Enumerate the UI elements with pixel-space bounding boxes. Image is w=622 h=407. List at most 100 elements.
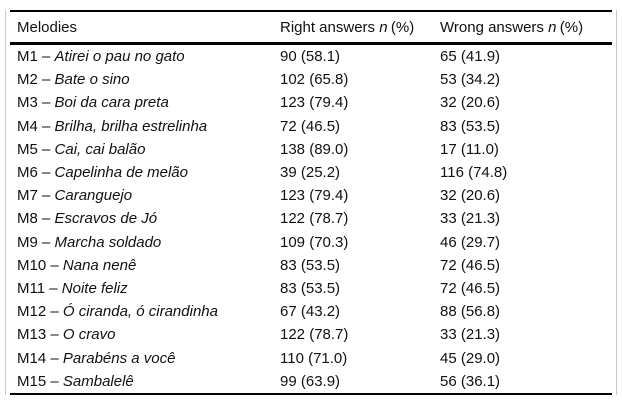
melody-answers-table-frame: Melodies Right answers n (%) Wrong answers… [5,10,617,395]
wrong-answers-cell: 32 (20.6) [440,187,501,205]
wrong-answers-cell: 17 (11.0) [440,140,499,158]
wrong-answers-cell: 32 (20.6) [440,94,501,112]
column-header-right-answers: Right answers n (%) [280,11,440,45]
table-row: M12 – Ó ciranda, ó cirandinha 67 (43.2) 88 … [10,300,612,323]
melody-name: Sambalelê [62,372,134,390]
right-answers-cell: 83 (53.5) [280,279,341,297]
melody-id: M15 – [17,372,59,390]
table-header: Melodies Right answers n (%) Wrong answers… [10,11,612,45]
melody-name: Escravos de Jó [54,210,158,228]
melody-cell: M5 – Cai, cai balão [10,138,280,161]
wrong-answers-cell: 65 (41.9) [440,48,501,66]
wrong-answers-cell: 45 (29.0) [440,349,501,367]
melody-cell: M13 – O cravo [10,323,280,346]
wrong-answers-cell: 116 (74.8) [440,164,508,182]
melody-answers-table: Melodies Right answers n (%) Wrong answers… [10,10,612,395]
melody-name: Bate o sino [54,71,130,89]
right-answers-cell: 99 (63.9) [280,372,341,390]
melody-name: Nana nenê [62,256,137,274]
table-row: M1 – Atirei o pau no gato 90 (58.1) 65 (41.… [10,44,612,69]
melody-id: M14 – [17,349,59,367]
header-row: Melodies Right answers n (%) Wrong answers… [10,11,612,45]
melody-cell: M4 – Brilha, brilha estrelinha [10,115,280,138]
melody-cell: M10 – Nana nenê [10,254,280,277]
right-answers-cell: 110 (71.0) [280,349,348,367]
melody-name: O cravo [62,326,116,344]
melody-id: M11 – [17,279,58,297]
right-answers-cell: 72 (46.5) [280,117,341,135]
melody-name: Marcha soldado [54,233,162,251]
right-answers-cell: 123 (79.4) [280,94,349,112]
table-row: M3 – Boi da cara preta 123 (79.4) 32 (20.6) [10,91,612,114]
table-body: M1 – Atirei o pau no gato 90 (58.1) 65 (41.… [10,44,612,394]
melodies-header-label: Melodies [17,18,78,36]
wrong-header-text: Wrong answers [440,18,544,36]
right-answers-cell: 102 (65.8) [280,71,349,89]
melody-id: M2 – [17,71,51,89]
right-header-n: n [379,18,388,36]
melody-cell: M14 – Parabéns a você [10,346,280,369]
table-row: M7 – Caranguejo 123 (79.4) 32 (20.6) [10,184,612,207]
melody-cell: M11 – Noite feliz [10,277,280,300]
wrong-answers-cell: 88 (56.8) [440,303,501,321]
table-row: M15 – Sambalelê 99 (63.9) 56 (36.1) [10,370,612,394]
wrong-answers-cell: 33 (21.3) [440,326,501,344]
table-row: M6 – Capelinha de melão 39 (25.2) 116 (74.8… [10,161,612,184]
right-answers-cell: 109 (70.3) [280,233,349,251]
melody-name: Caranguejo [54,187,133,205]
table-row: M8 – Escravos de Jó 122 (78.7) 33 (21.3) [10,207,612,230]
melody-id: M5 – [17,140,51,158]
melody-name: Boi da cara preta [54,94,169,112]
melody-id: M13 – [17,326,59,344]
melody-cell: M6 – Capelinha de melão [10,161,280,184]
melody-id: M6 – [17,164,51,182]
melody-name: Parabéns a você [62,349,176,367]
table-row: M13 – O cravo 122 (78.7) 33 (21.3) [10,323,612,346]
wrong-answers-cell: 53 (34.2) [440,71,501,89]
right-answers-cell: 39 (25.2) [280,164,341,182]
wrong-answers-cell: 33 (21.3) [440,210,501,228]
melody-name: Brilha, brilha estrelinha [54,117,208,135]
melody-name: Ó ciranda, ó cirandinha [62,303,218,321]
right-header-text: Right answers [280,18,376,36]
melody-name: Noite feliz [61,279,128,297]
wrong-header-percent: (%) [559,18,584,36]
melody-cell: M2 – Bate o sino [10,68,280,91]
right-answers-cell: 138 (89.0) [280,140,349,158]
melody-cell: M8 – Escravos de Jó [10,207,280,230]
right-answers-cell: 122 (78.7) [280,210,349,228]
right-answers-cell: 123 (79.4) [280,187,349,205]
melody-cell: M12 – Ó ciranda, ó cirandinha [10,300,280,323]
right-answers-cell: 90 (58.1) [280,48,341,66]
table-row: M5 – Cai, cai balão 138 (89.0) 17 (11.0) [10,138,612,161]
right-answers-cell: 83 (53.5) [280,256,341,274]
wrong-answers-cell: 72 (46.5) [440,279,501,297]
melody-name: Capelinha de melão [54,164,188,182]
melody-name: Cai, cai balão [54,140,146,158]
melody-cell: M15 – Sambalelê [10,370,280,394]
column-header-wrong-answers: Wrong answers n (%) [440,11,612,45]
melody-id: M8 – [17,210,51,228]
table-row: M2 – Bate o sino 102 (65.8) 53 (34.2) [10,68,612,91]
melody-id: M9 – [17,233,51,251]
table-row: M4 – Brilha, brilha estrelinha 72 (46.5) 83… [10,115,612,138]
wrong-answers-cell: 72 (46.5) [440,256,501,274]
melody-cell: M9 – Marcha soldado [10,231,280,254]
melody-id: M4 – [17,117,51,135]
column-header-melodies: Melodies [10,11,280,45]
wrong-header-n: n [548,18,557,36]
melody-id: M12 – [17,303,59,321]
table-row: M11 – Noite feliz 83 (53.5) 72 (46.5) [10,277,612,300]
melody-cell: M3 – Boi da cara preta [10,91,280,114]
melody-cell: M7 – Caranguejo [10,184,280,207]
right-answers-cell: 122 (78.7) [280,326,349,344]
melody-id: M1 – [17,48,51,66]
right-answers-cell: 67 (43.2) [280,303,341,321]
melody-id: M10 – [17,256,59,274]
table-row: M9 – Marcha soldado 109 (70.3) 46 (29.7) [10,231,612,254]
wrong-answers-cell: 56 (36.1) [440,372,501,390]
wrong-answers-cell: 83 (53.5) [440,117,501,135]
melody-id: M7 – [17,187,51,205]
table-row: M10 – Nana nenê 83 (53.5) 72 (46.5) [10,254,612,277]
